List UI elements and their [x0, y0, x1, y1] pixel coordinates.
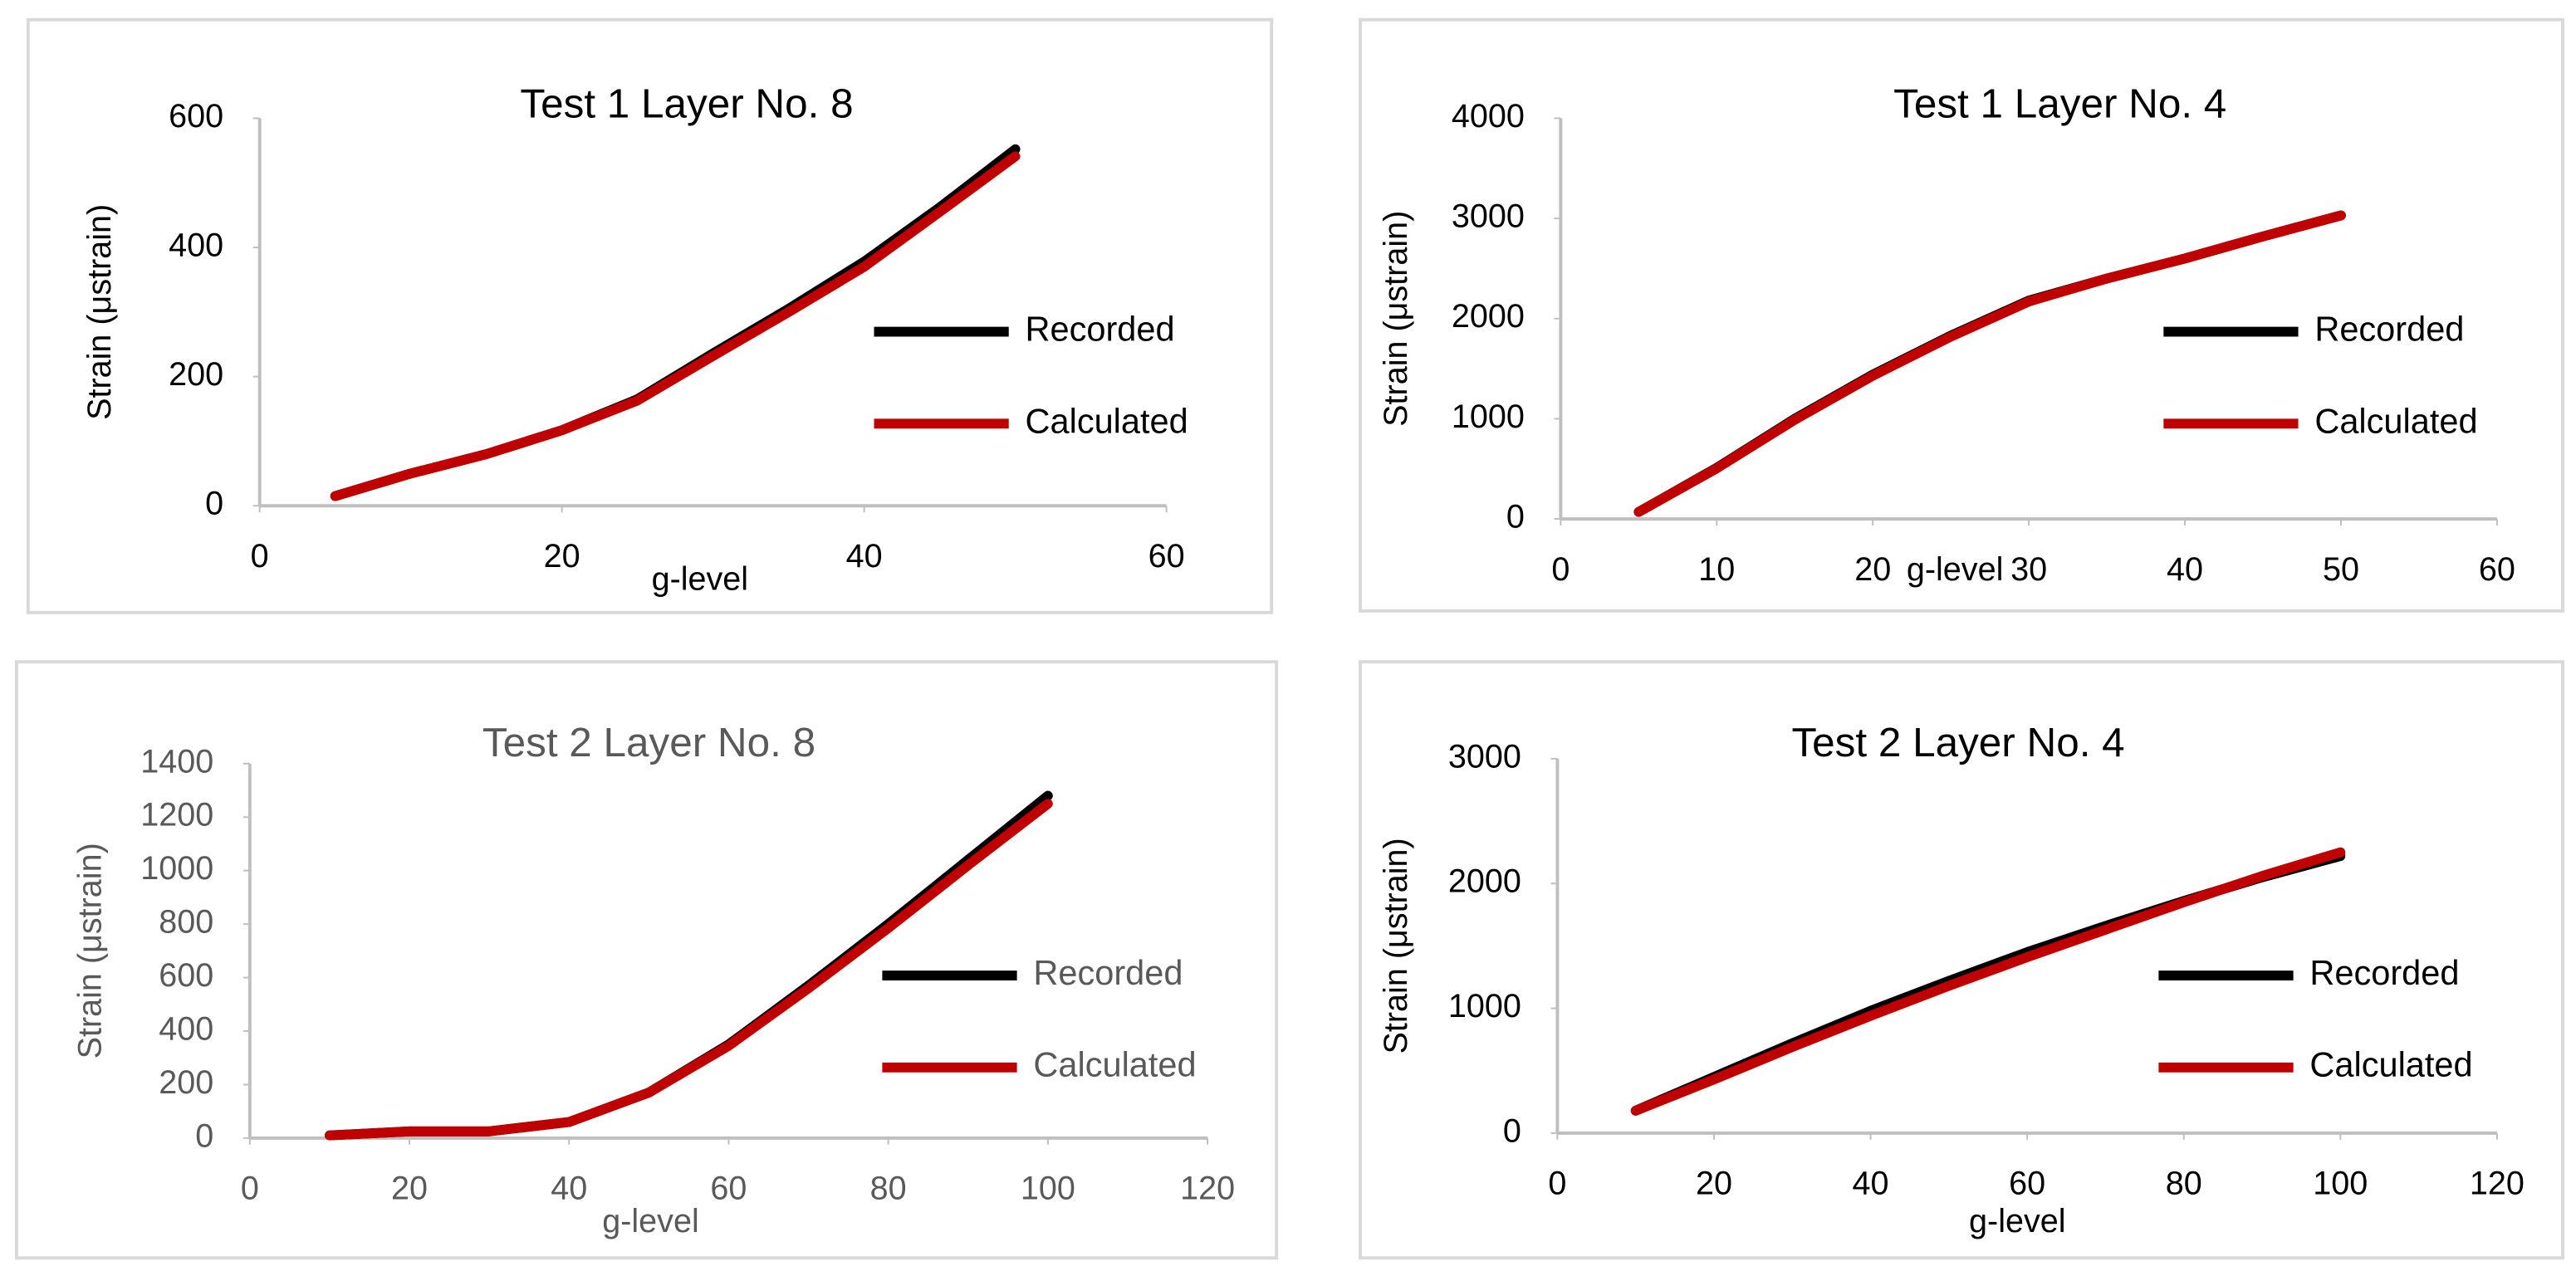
y-tick-label: 3000	[1448, 738, 1521, 775]
x-tick-label: 20	[1696, 1166, 1732, 1202]
legend-label: Recorded	[1026, 310, 1175, 349]
x-axis-title: g-level	[1907, 551, 2004, 588]
legend-label: Calculated	[2314, 401, 2477, 440]
x-tick-label: 80	[2166, 1166, 2202, 1202]
y-tick-label: 2000	[1452, 298, 1525, 335]
legend-label: Calculated	[1033, 1045, 1196, 1084]
y-tick-label: 400	[159, 1010, 213, 1047]
chart-title: Test 2 Layer No. 8	[482, 720, 815, 765]
y-tick-label: 400	[169, 227, 223, 263]
x-tick-label: 30	[2010, 551, 2047, 588]
y-tick-label: 800	[159, 904, 213, 941]
x-tick-label: 20	[391, 1171, 428, 1207]
legend-label: Calculated	[1026, 401, 1188, 440]
y-tick-label: 3000	[1452, 198, 1525, 235]
chart-title: Test 1 Layer No. 8	[520, 81, 853, 127]
series-line	[324, 799, 1053, 1141]
chart-title: Test 2 Layer No. 4	[1791, 720, 2124, 765]
y-tick-label: 200	[169, 356, 223, 393]
y-tick-label: 1000	[1452, 398, 1525, 435]
x-tick-label: 60	[2009, 1166, 2045, 1202]
x-tick-label: 40	[2167, 551, 2203, 588]
x-axis-title: g-level	[652, 561, 748, 598]
x-tick-label: 0	[251, 538, 269, 574]
legend-label: Calculated	[2309, 1045, 2472, 1084]
x-tick-label: 20	[1854, 551, 1891, 588]
x-tick-label: 0	[241, 1171, 259, 1207]
x-tick-label: 120	[2470, 1166, 2525, 1202]
x-tick-label: 50	[2323, 551, 2359, 588]
x-tick-label: 40	[551, 1171, 587, 1207]
y-tick-label: 2000	[1448, 863, 1521, 900]
x-tick-label: 80	[870, 1171, 907, 1207]
x-tick-label: 120	[1180, 1171, 1235, 1207]
series-line	[1630, 847, 2346, 1116]
x-axis-title: g-level	[602, 1203, 698, 1239]
x-tick-label: 100	[2313, 1166, 2368, 1202]
chart-frame	[26, 17, 1274, 614]
legend-label: Recorded	[2309, 953, 2459, 992]
x-axis-title: g-level	[1969, 1203, 2066, 1239]
x-tick-label: 10	[1698, 551, 1735, 588]
x-tick-label: 100	[1021, 1171, 1075, 1207]
x-tick-label: 40	[1853, 1166, 1889, 1202]
y-axis-title: Strain (μstrain)	[71, 843, 108, 1058]
x-tick-label: 60	[710, 1171, 747, 1207]
series-line	[330, 151, 1021, 501]
y-tick-label: 0	[1506, 499, 1525, 535]
legend-label: Recorded	[2314, 310, 2464, 349]
y-axis-title: Strain (μstrain)	[1378, 838, 1414, 1054]
y-axis-title: Strain (μstrain)	[1378, 211, 1414, 427]
chart-title: Test 1 Layer No. 4	[1893, 81, 2226, 127]
y-tick-label: 0	[205, 486, 223, 522]
y-tick-label: 1000	[140, 850, 213, 887]
y-tick-label: 0	[195, 1117, 213, 1154]
x-tick-label: 0	[1548, 1166, 1566, 1202]
x-tick-label: 40	[846, 538, 883, 574]
x-tick-label: 60	[1148, 538, 1185, 574]
y-tick-label: 0	[1503, 1112, 1521, 1149]
x-tick-label: 60	[2479, 551, 2515, 588]
legend-label: Recorded	[1033, 953, 1183, 992]
y-tick-label: 4000	[1452, 98, 1525, 134]
x-tick-label: 20	[544, 538, 580, 574]
y-axis-title: Strain (μstrain)	[81, 204, 118, 420]
chart-frame	[1359, 660, 2564, 1260]
x-tick-label: 0	[1551, 551, 1570, 588]
y-tick-label: 600	[159, 957, 213, 994]
y-tick-label: 1400	[140, 743, 213, 780]
y-tick-label: 1200	[140, 797, 213, 834]
y-tick-label: 1000	[1448, 988, 1521, 1024]
series-line	[1633, 210, 2346, 517]
y-tick-label: 200	[159, 1064, 213, 1101]
chart-frame	[14, 660, 1279, 1260]
y-tick-label: 600	[169, 98, 223, 134]
